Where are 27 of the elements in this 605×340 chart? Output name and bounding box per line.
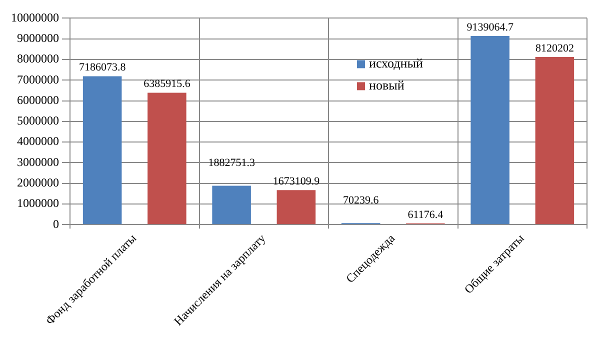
- y-tick-label: 9000000: [17, 31, 59, 45]
- data-label: 70239.6: [342, 194, 380, 207]
- bar: [148, 92, 186, 224]
- bar: [470, 36, 510, 224]
- bar: [212, 186, 251, 224]
- data-label: 7186073.8: [78, 62, 126, 74]
- bar: [276, 190, 316, 224]
- y-tick-label: 8000000: [17, 52, 59, 66]
- legend-label: исходный: [369, 56, 423, 71]
- y-tick-label: 2000000: [17, 176, 59, 190]
- y-tick-label: 5000000: [17, 114, 59, 128]
- data-label: 1882751.3: [208, 157, 256, 170]
- legend-label: новый: [369, 78, 404, 93]
- bar: [535, 57, 574, 224]
- y-tick-label: 1000000: [17, 196, 59, 210]
- y-tick-label: 7000000: [17, 72, 59, 86]
- data-label: 9139064.7: [466, 21, 514, 34]
- y-tick-label: 0: [53, 216, 59, 231]
- y-tick-label: 4000000: [17, 134, 59, 148]
- y-tick-label: 3000000: [17, 154, 59, 169]
- data-label: 8120202: [535, 42, 574, 54]
- data-label: 6385915.6: [144, 78, 191, 90]
- data-label: 61176.4: [408, 208, 444, 221]
- data-label: 1673109.9: [272, 175, 320, 188]
- bar: [82, 76, 122, 224]
- y-tick-label: 10000000: [11, 10, 59, 24]
- y-tick-label: 6000000: [17, 92, 59, 107]
